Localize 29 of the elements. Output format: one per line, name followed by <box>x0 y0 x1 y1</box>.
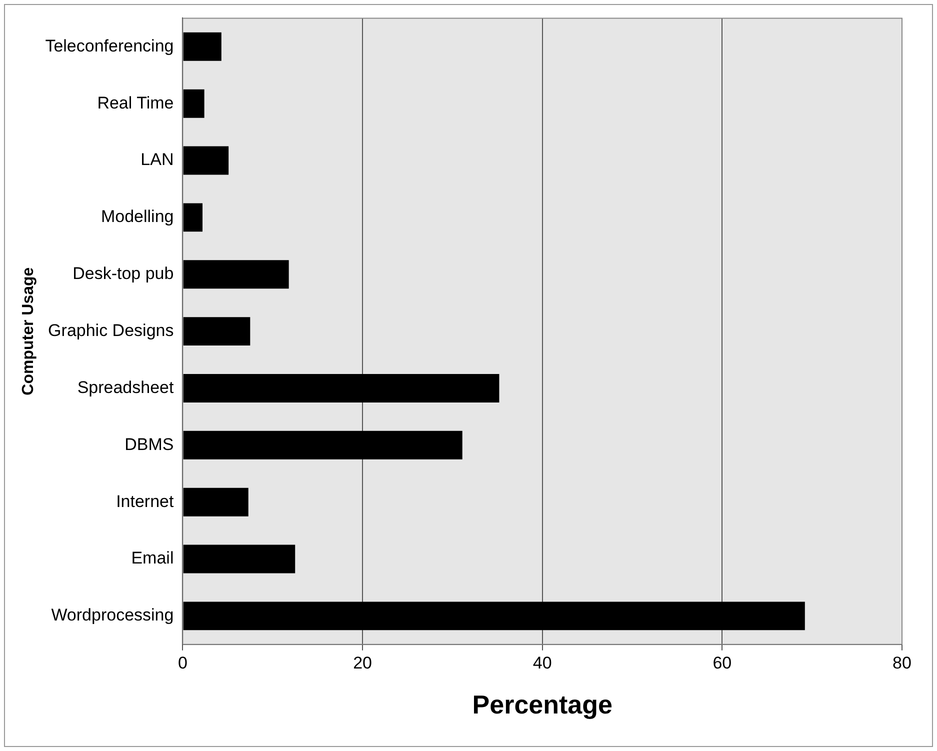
y-axis-title: Computer Usage <box>20 267 38 396</box>
y-tick-label: Spreadsheet <box>77 378 174 397</box>
x-axis-title: Percentage <box>472 690 612 720</box>
bar <box>183 430 462 460</box>
bar <box>183 260 289 289</box>
x-tick-label: 80 <box>892 653 912 672</box>
bar <box>183 146 229 175</box>
x-tick-label: 0 <box>178 653 188 672</box>
bar <box>183 488 248 516</box>
y-tick-label: Graphic Designs <box>48 320 174 340</box>
bar <box>183 374 500 402</box>
bar <box>183 32 222 61</box>
y-tick-label: Desk-top pub <box>72 264 174 284</box>
y-tick-label: LAN <box>140 150 174 170</box>
x-tick-label: 60 <box>712 653 732 672</box>
bar <box>183 317 250 346</box>
bar <box>183 89 204 118</box>
bar <box>183 544 296 574</box>
y-tick-label: Internet <box>116 492 174 511</box>
y-tick-label: Modelling <box>100 207 174 226</box>
y-tick-label: Teleconferencing <box>45 36 174 56</box>
x-tick-label: 20 <box>353 653 372 672</box>
y-tick-label: Email <box>131 548 174 568</box>
bar <box>183 602 805 630</box>
x-tick-label: 40 <box>532 653 552 672</box>
bar <box>183 203 203 232</box>
y-tick-label: DBMS <box>124 434 174 454</box>
y-tick-label: Real Time <box>97 93 174 112</box>
y-tick-label: Wordprocessing <box>51 606 174 625</box>
